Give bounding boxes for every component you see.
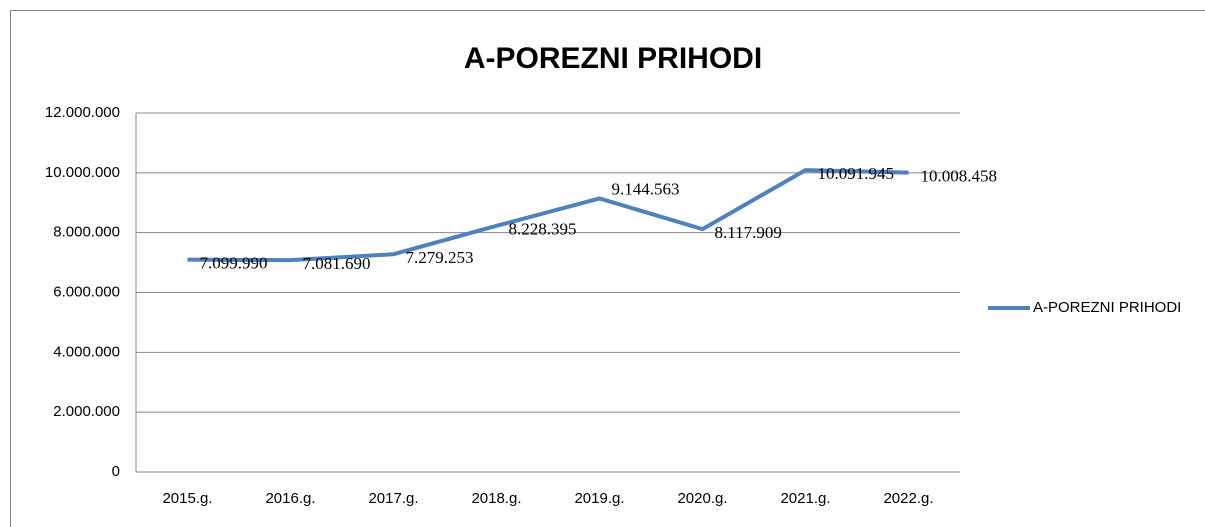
data-label: 7.099.990 (200, 253, 268, 272)
y-tick-label: 10.000.000 (45, 164, 120, 181)
y-tick-label: 4.000.000 (53, 343, 120, 360)
x-tick-label: 2022.g. (883, 490, 933, 507)
x-tick-label: 2021.g. (780, 490, 830, 507)
legend-label: A-POREZNI PRIHODI (1033, 299, 1181, 316)
x-tick-label: 2020.g. (677, 490, 727, 507)
data-label: 8.228.395 (509, 220, 577, 239)
y-tick-label: 2.000.000 (53, 403, 120, 420)
y-tick-label: 8.000.000 (53, 224, 120, 241)
data-label: 8.117.909 (715, 223, 782, 242)
x-tick-label: 2019.g. (574, 490, 624, 507)
data-label: 10.008.458 (921, 166, 998, 185)
x-tick-label: 2018.g. (471, 490, 521, 507)
line-series (187, 168, 909, 263)
y-tick-label: 6.000.000 (53, 283, 120, 300)
data-label: 9.144.563 (612, 179, 680, 198)
data-label: 7.279.253 (406, 248, 474, 267)
x-tick-label: 2015.g. (162, 490, 212, 507)
y-tick-label: 0 (112, 463, 120, 480)
x-tick-label: 2016.g. (265, 490, 315, 507)
data-label: 7.081.690 (303, 254, 371, 273)
data-label: 10.091.945 (818, 164, 895, 183)
y-tick-label: 12.000.000 (45, 104, 120, 121)
chart-border (10, 10, 1205, 527)
x-tick-label: 2017.g. (368, 490, 418, 507)
chart-title: A-POREZNI PRIHODI (464, 42, 762, 75)
